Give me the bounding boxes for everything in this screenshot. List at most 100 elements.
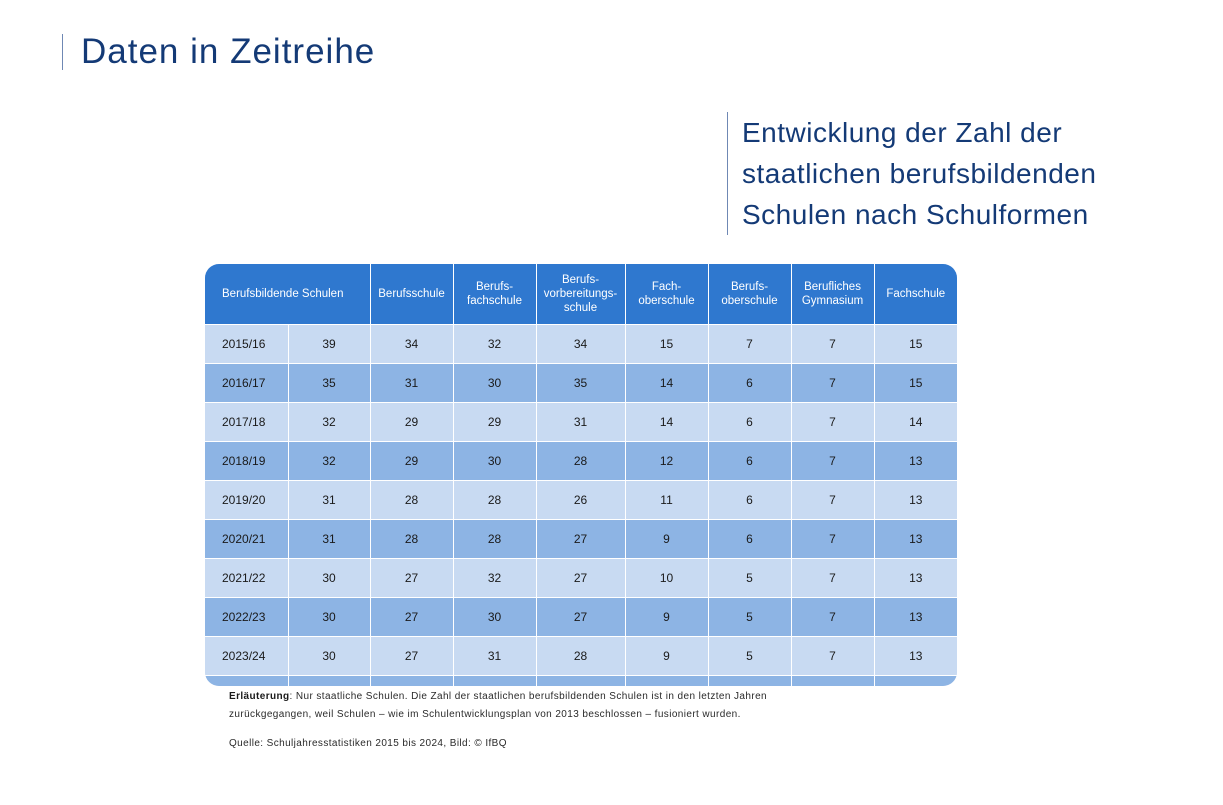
year-cell: 2017/18: [205, 402, 289, 442]
value-cell: 29: [453, 675, 537, 686]
value-cell: 6: [791, 675, 875, 686]
explanation-line-1: Erläuterung: Nur staatliche Schulen. Die…: [229, 688, 869, 706]
table-title-line-1: Entwicklung der Zahl der: [742, 117, 1063, 148]
value-cell: 27: [536, 597, 626, 637]
value-cell: 9: [625, 519, 709, 559]
value-cell: 7: [791, 480, 875, 520]
value-cell: 29: [453, 402, 537, 442]
value-cell: 15: [874, 363, 957, 403]
table-row: 2018/19 32 29 30 28 12 6 7 13: [205, 441, 957, 481]
value-cell: 29: [370, 402, 454, 442]
value-cell: 7: [791, 402, 875, 442]
year-cell: 2015/16: [205, 324, 289, 364]
value-cell: 31: [453, 636, 537, 676]
value-cell: 32: [288, 402, 371, 442]
year-cell: 2019/20: [205, 480, 289, 520]
value-cell: 32: [453, 324, 537, 364]
value-cell: 31: [370, 363, 454, 403]
value-cell: 39: [288, 324, 371, 364]
table-row: 2024/253027293095613: [205, 675, 957, 686]
value-cell: 14: [625, 402, 709, 442]
value-cell: 13: [874, 597, 957, 637]
value-cell: 30: [453, 597, 537, 637]
table-row: 2016/17 35 31 30 35 14 6 7 15: [205, 363, 957, 403]
header-berufsbildende-schulen: Berufsbildende Schulen: [205, 264, 371, 325]
value-cell: 13: [874, 636, 957, 676]
column-header-line: Berufs-: [475, 281, 514, 293]
value-cell: 5: [708, 558, 792, 598]
value-cell: 7: [791, 324, 875, 364]
data-table-container: Berufsbildende Schulen Berufsschule Beruf…: [205, 264, 957, 686]
table-row: 2021/22 30 27 32 27 10 5 7 13: [205, 558, 957, 598]
column-header-line: vorbereitungs-: [543, 288, 618, 300]
value-cell: 34: [536, 324, 626, 364]
value-cell: 9: [625, 675, 709, 686]
value-cell: 7: [791, 519, 875, 559]
value-cell: 31: [288, 519, 371, 559]
column-header-line: oberschule: [721, 295, 778, 307]
table-title-line-3: Schulen nach Schulformen: [742, 199, 1089, 230]
table-header-row: Berufsbildende Schulen Berufsschule Beruf…: [205, 264, 957, 325]
year-cell: 2020/21: [205, 519, 289, 559]
value-cell: 13: [874, 558, 957, 598]
explanation-label: Erläuterung: [229, 691, 290, 702]
value-cell: 13: [874, 519, 957, 559]
value-cell: 11: [625, 480, 709, 520]
value-cell: 7: [708, 324, 792, 364]
data-table: Berufsbildende Schulen Berufsschule Beruf…: [205, 264, 957, 686]
value-cell: 6: [708, 402, 792, 442]
explanation-text-1: : Nur staatliche Schulen. Die Zahl der s…: [289, 691, 768, 702]
value-cell: 30: [536, 675, 626, 686]
column-header-line: fachschule: [467, 295, 522, 307]
value-cell: 34: [370, 324, 454, 364]
value-cell: 7: [791, 636, 875, 676]
table-row: 2023/24 30 27 31 28 9 5 7 13: [205, 636, 957, 676]
table-body: 2015/16 39 34 32 34 15 7 7 15 2016/17 35 31 30 35 14 6 7…: [205, 324, 957, 686]
value-cell: 28: [370, 480, 454, 520]
value-cell: 27: [536, 519, 626, 559]
value-cell: 29: [370, 441, 454, 481]
value-cell: 27: [536, 558, 626, 598]
value-cell: 30: [288, 636, 371, 676]
value-cell: 27: [370, 597, 454, 637]
value-cell: 13: [874, 480, 957, 520]
table-row: 2017/18 32 29 29 31 14 6 7 14: [205, 402, 957, 442]
year-cell: 2024/25: [205, 675, 289, 686]
value-cell: 9: [625, 636, 709, 676]
value-cell: 27: [370, 675, 454, 686]
value-cell: 28: [536, 441, 626, 481]
value-cell: 5: [708, 675, 792, 686]
column-header-line: Fach-: [651, 281, 682, 293]
column-header: Berufs-fachschule: [453, 264, 537, 325]
value-cell: 30: [288, 675, 371, 686]
column-header: Berufsschule: [370, 264, 454, 325]
value-cell: 6: [708, 441, 792, 481]
explanation-note: Erläuterung: Nur staatliche Schulen. Die…: [229, 688, 869, 724]
table-row: 2019/20 31 28 28 26 11 6 7 13: [205, 480, 957, 520]
value-cell: 28: [536, 636, 626, 676]
value-cell: 7: [791, 597, 875, 637]
year-cell: 2016/17: [205, 363, 289, 403]
column-header-line: schule: [563, 302, 598, 314]
year-cell: 2018/19: [205, 441, 289, 481]
value-cell: 15: [874, 324, 957, 364]
column-header: Berufs-oberschule: [708, 264, 792, 325]
source-note: Quelle: Schuljahresstatistiken 2015 bis …: [229, 738, 507, 749]
column-header: Fach-oberschule: [625, 264, 709, 325]
value-cell: 32: [453, 558, 537, 598]
value-cell: 6: [708, 363, 792, 403]
explanation-line-2: zurückgegangen, weil Schulen – wie im Sc…: [229, 709, 741, 720]
value-cell: 35: [288, 363, 371, 403]
column-header: Berufs-vorbereitungs-schule: [536, 264, 626, 325]
value-cell: 12: [625, 441, 709, 481]
value-cell: 28: [370, 519, 454, 559]
value-cell: 7: [791, 363, 875, 403]
value-cell: 31: [536, 402, 626, 442]
column-header: Fachschule: [874, 264, 957, 325]
year-cell: 2023/24: [205, 636, 289, 676]
value-cell: 13: [874, 675, 957, 686]
value-cell: 13: [874, 441, 957, 481]
table-row: 2020/21 31 28 28 27 9 6 7 13: [205, 519, 957, 559]
value-cell: 14: [625, 363, 709, 403]
column-header: Berufliches Gymnasium: [791, 264, 875, 325]
